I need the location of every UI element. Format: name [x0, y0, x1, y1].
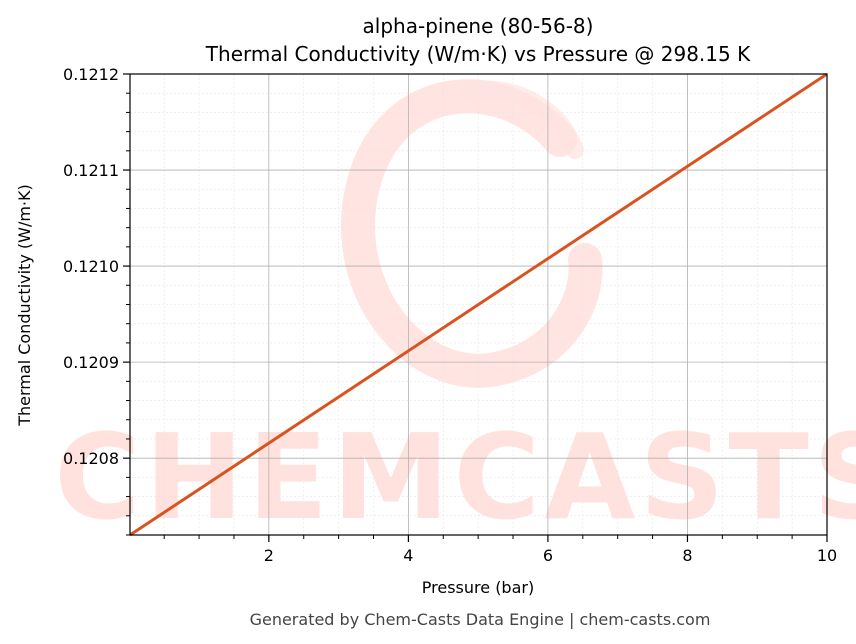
chart-title: alpha-pinene (80-56-8): [363, 14, 594, 38]
y-tick-label: 0.1210: [63, 257, 119, 276]
x-tick-label: 4: [403, 546, 413, 565]
y-axis: 0.1208 0.1209 0.1210 0.1211 0.1212: [63, 65, 130, 536]
x-tick-label: 2: [264, 546, 274, 565]
y-tick-label: 0.1211: [63, 161, 119, 180]
y-tick-label: 0.1209: [63, 353, 119, 372]
y-axis-label: Thermal Conductivity (W/m·K): [15, 184, 34, 427]
series-layer: [129, 72, 828, 537]
x-tick-label: 10: [817, 546, 837, 565]
x-tick-label: 6: [543, 546, 553, 565]
y-tick-label: 0.1208: [63, 449, 119, 468]
footer-credit: Generated by Chem-Casts Data Engine | ch…: [250, 610, 711, 629]
x-tick-label: 8: [682, 546, 692, 565]
series-line-thermal-conductivity: [129, 72, 828, 537]
chart-subtitle: Thermal Conductivity (W/m·K) vs Pressure…: [205, 42, 751, 66]
x-axis-label: Pressure (bar): [422, 578, 534, 597]
watermark-text: CHEMCASTS: [54, 408, 856, 546]
x-axis: 2 4 6 8 10: [163, 535, 837, 565]
y-tick-label: 0.1212: [63, 65, 119, 84]
